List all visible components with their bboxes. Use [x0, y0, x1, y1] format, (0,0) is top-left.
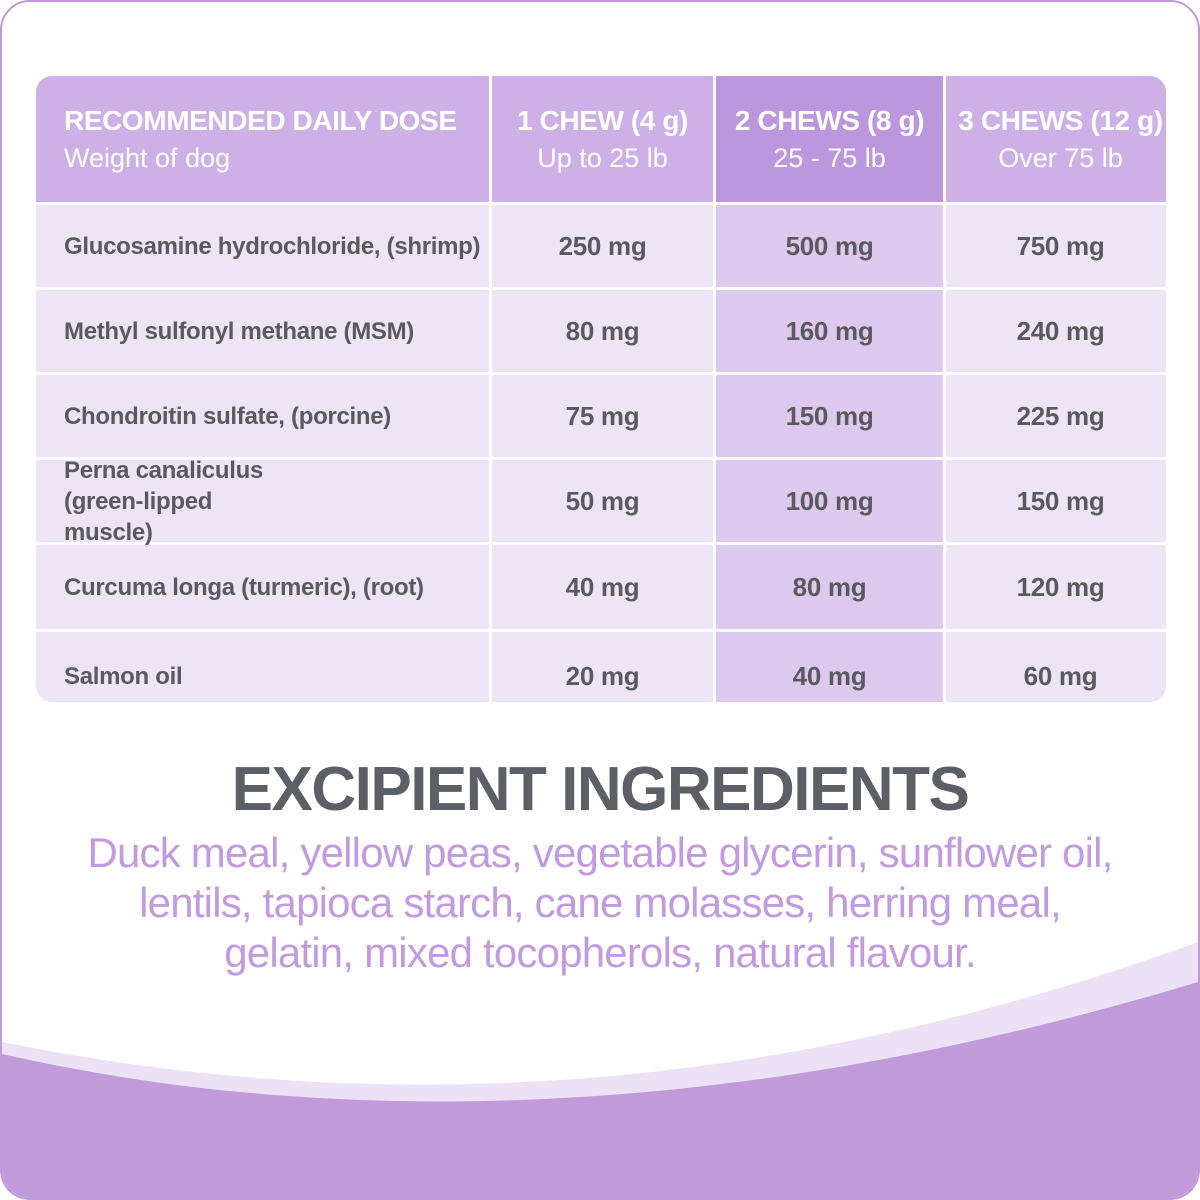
header-three-chews: 3 CHEWS (12 g) Over 75 lb: [946, 76, 1166, 202]
excipient-line: Duck meal, yellow peas, vegetable glycer…: [87, 829, 1113, 876]
header-one-chew: 1 CHEW (4 g) Up to 25 lb: [492, 76, 713, 202]
dose-one-chew: 75 mg: [492, 375, 713, 457]
ingredient-name: Salmon oil: [36, 632, 489, 702]
dose-three-chews: 150 mg: [946, 460, 1166, 542]
dose-three-chews: 750 mg: [946, 205, 1166, 287]
ingredient-name: Perna canaliculus (green-lipped muscle): [36, 457, 489, 546]
dose-two-chews: 150 mg: [716, 375, 943, 457]
dose-three-chews: 60 mg: [946, 632, 1166, 702]
ingredient-name: Chondroitin sulfate, (porcine): [36, 375, 489, 457]
dose-three-chews: 225 mg: [946, 375, 1166, 457]
dose-one-chew: 50 mg: [492, 460, 713, 542]
header-two-chews: 2 CHEWS (8 g) 25 - 75 lb: [716, 76, 943, 202]
ingredient-name: Methyl sulfonyl methane (MSM): [36, 290, 489, 372]
header-subtitle: 25 - 75 lb: [773, 142, 886, 173]
dose-one-chew: 40 mg: [492, 545, 713, 629]
dosage-table: RECOMMENDED DAILY DOSE Weight of dog 1 C…: [36, 76, 1166, 702]
dose-three-chews: 240 mg: [946, 290, 1166, 372]
header-title: 2 CHEWS (8 g): [734, 104, 925, 136]
ingredient-name: Curcuma longa (turmeric), (root): [36, 545, 489, 629]
dose-one-chew: 250 mg: [492, 205, 713, 287]
header-subtitle: Up to 25 lb: [537, 142, 668, 173]
header-title: RECOMMENDED DAILY DOSE: [64, 104, 457, 136]
dose-two-chews: 500 mg: [716, 205, 943, 287]
header-dose-label: RECOMMENDED DAILY DOSE Weight of dog: [36, 76, 489, 202]
dose-two-chews: 80 mg: [716, 545, 943, 629]
ingredient-name: Glucosamine hydrochloride, (shrimp): [36, 205, 489, 287]
excipient-line: gelatin, mixed tocopherols, natural flav…: [224, 929, 976, 976]
dose-two-chews: 40 mg: [716, 632, 943, 702]
header-title: 3 CHEWS (12 g): [958, 104, 1163, 136]
header-title: 1 CHEW (4 g): [517, 104, 688, 136]
excipient-line: lentils, tapioca starch, cane molasses, …: [139, 879, 1062, 926]
excipient-list: Duck meal, yellow peas, vegetable glycer…: [62, 828, 1138, 978]
ingredient-name-text: Perna canaliculus (green-lipped muscle): [64, 456, 263, 546]
dose-one-chew: 20 mg: [492, 632, 713, 702]
dose-two-chews: 100 mg: [716, 460, 943, 542]
dose-three-chews: 120 mg: [946, 545, 1166, 629]
header-subtitle: Weight of dog: [64, 142, 231, 173]
dose-one-chew: 80 mg: [492, 290, 713, 372]
excipient-title: EXCIPIENT INGREDIENTS: [231, 755, 970, 824]
dose-two-chews: 160 mg: [716, 290, 943, 372]
header-subtitle: Over 75 lb: [998, 142, 1123, 173]
